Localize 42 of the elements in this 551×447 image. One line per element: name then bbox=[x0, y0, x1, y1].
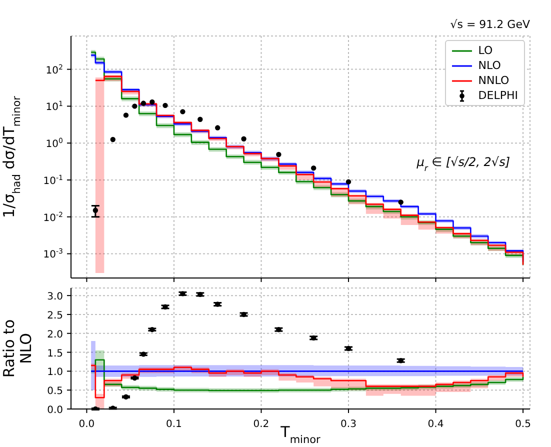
annotation: μ$_{r}$ ∈ [√s/2, 2√s] bbox=[416, 155, 510, 173]
legend-label: NNLO bbox=[478, 73, 510, 88]
legend-label: LO bbox=[478, 43, 493, 58]
y-tick-label: 10$^{-2}$ bbox=[43, 210, 63, 224]
point bbox=[123, 112, 129, 118]
point bbox=[140, 100, 146, 106]
y-tick-label: 0.0 bbox=[47, 405, 63, 416]
point bbox=[180, 109, 186, 114]
x-tick-label: 0.1 bbox=[166, 419, 182, 430]
point bbox=[162, 102, 168, 108]
point bbox=[92, 208, 98, 213]
y-tick-label: 10$^{-1}$ bbox=[43, 174, 63, 187]
y-tick-label: 10$^{0}$ bbox=[46, 137, 63, 150]
legend-label: DELPHI bbox=[478, 88, 518, 103]
legend-label: NLO bbox=[478, 58, 501, 73]
point bbox=[215, 125, 220, 130]
point bbox=[110, 136, 116, 142]
x-tick-label: 0.2 bbox=[253, 419, 270, 430]
y-tick-label: 10$^{-3}$ bbox=[43, 248, 63, 261]
y-tick-label: 1.5 bbox=[47, 348, 63, 360]
text: √s = 91.2 GeV bbox=[450, 18, 530, 31]
point bbox=[198, 116, 203, 122]
x-tick-label: 0.5 bbox=[515, 419, 531, 430]
y-tick-label: 0.5 bbox=[47, 386, 63, 398]
point bbox=[150, 99, 155, 105]
y-tick-label: 2.5 bbox=[47, 310, 63, 322]
y-tick-label: 10$^{2}$ bbox=[46, 63, 63, 76]
y-tick-label: 2.0 bbox=[47, 329, 63, 340]
point bbox=[276, 152, 282, 158]
x-tick-label: 0.0 bbox=[78, 419, 95, 430]
y-axis-title: Ratio to NLO bbox=[0, 319, 35, 378]
point bbox=[132, 104, 138, 109]
point bbox=[241, 136, 246, 142]
x-tick-label: 0.3 bbox=[340, 419, 356, 430]
point bbox=[310, 165, 316, 171]
y-tick-label: 1.0 bbox=[47, 367, 63, 378]
x-axis-title: T$_{minor}$ bbox=[280, 423, 322, 446]
point bbox=[398, 200, 404, 205]
point bbox=[346, 179, 352, 184]
y-tick-label: 10$^{1}$ bbox=[46, 100, 63, 114]
x-tick-label: 0.4 bbox=[428, 419, 444, 430]
y-tick-label: 3.0 bbox=[47, 292, 63, 303]
